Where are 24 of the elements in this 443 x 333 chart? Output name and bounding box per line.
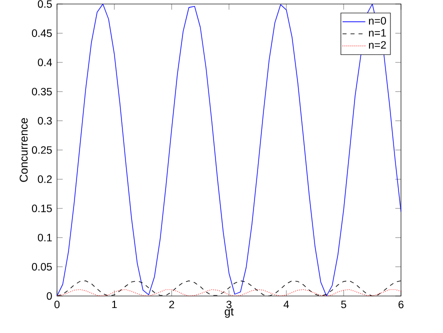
x-tick-label: 1 xyxy=(112,300,117,308)
legend-label: n=0 xyxy=(369,17,386,25)
y-tick-label: 0 xyxy=(46,292,52,300)
y-tick-label: 0.35 xyxy=(32,88,52,96)
y-tick-label: 0.1 xyxy=(38,234,52,242)
y-tick-label: 0.25 xyxy=(32,146,52,154)
y-tick-label: 0.2 xyxy=(38,175,52,183)
legend-label: n=2 xyxy=(369,41,386,49)
y-tick-label: 0.3 xyxy=(38,117,52,125)
x-tick-label: 4 xyxy=(284,300,289,308)
y-tick-label: 0.4 xyxy=(38,58,52,66)
y-tick-label: 0.05 xyxy=(32,263,52,271)
legend-label: n=1 xyxy=(369,29,386,36)
line-series xyxy=(57,4,401,296)
y-tick-label: 0.5 xyxy=(38,0,52,8)
x-tick-label: 2 xyxy=(169,300,174,308)
y-tick-label: 0.15 xyxy=(32,204,52,212)
x-tick-label: 0 xyxy=(54,300,60,308)
y-axis-title: Concurrence xyxy=(20,118,28,182)
x-tick-label: 5 xyxy=(341,300,346,308)
x-axis-title: gt xyxy=(224,308,234,318)
y-tick-label: 0.45 xyxy=(32,29,52,37)
x-tick-label: 3 xyxy=(226,300,232,308)
x-tick-label: 6 xyxy=(398,300,404,308)
